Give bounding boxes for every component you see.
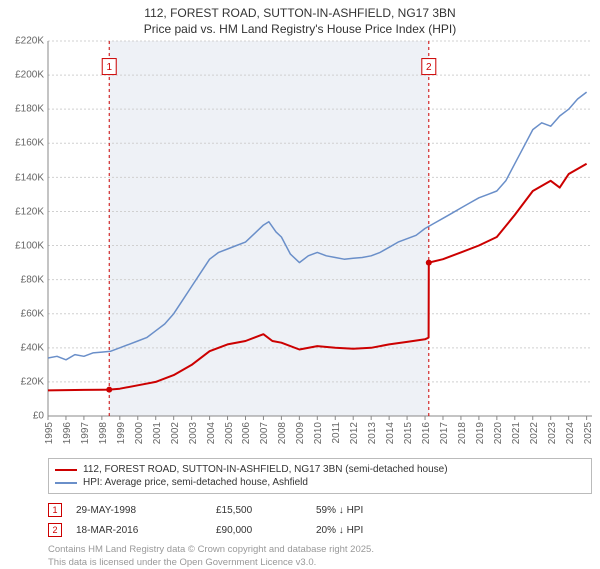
x-tick-label: 2004 (206, 422, 217, 444)
y-tick-label: £40K (21, 343, 44, 354)
legend: 112, FOREST ROAD, SUTTON-IN-ASHFIELD, NG… (48, 458, 592, 494)
chart-title: 112, FOREST ROAD, SUTTON-IN-ASHFIELD, NG… (0, 0, 600, 37)
legend-item: 112, FOREST ROAD, SUTTON-IN-ASHFIELD, NG… (55, 463, 585, 476)
x-tick-label: 2007 (259, 422, 270, 444)
footer-note: Contains HM Land Registry data © Crown c… (48, 544, 592, 569)
y-tick-label: £160K (15, 138, 44, 149)
y-tick-label: £80K (21, 274, 44, 285)
x-tick-label: 2003 (188, 422, 199, 444)
svg-text:1: 1 (106, 62, 112, 73)
y-tick-label: £180K (15, 104, 44, 115)
y-tick-label: £0 (33, 411, 44, 422)
x-tick-label: 2002 (170, 422, 181, 444)
x-tick-label: 2000 (134, 422, 145, 444)
legend-label: 112, FOREST ROAD, SUTTON-IN-ASHFIELD, NG… (83, 464, 448, 475)
y-tick-label: £120K (15, 206, 44, 217)
x-tick-label: 2022 (529, 422, 540, 444)
x-tick-label: 2011 (331, 422, 342, 444)
x-tick-label: 2025 (583, 422, 594, 444)
y-tick-label: £100K (15, 240, 44, 251)
x-tick-label: 2010 (313, 422, 324, 444)
x-tick-label: 1998 (98, 422, 109, 444)
x-tick-label: 2018 (457, 422, 468, 444)
x-tick-label: 2023 (547, 422, 558, 444)
y-tick-label: £20K (21, 377, 44, 388)
info-delta: 20% ↓ HPI (316, 525, 436, 536)
chart-area: 12 £0£20K£40K£60K£80K£100K£120K£140K£160… (48, 41, 592, 416)
info-row: 1 29-MAY-1998£15,50059% ↓ HPI (48, 500, 592, 520)
legend-label: HPI: Average price, semi-detached house,… (83, 477, 308, 488)
legend-swatch (55, 482, 77, 484)
x-tick-label: 2012 (349, 422, 360, 444)
info-table: 1 29-MAY-1998£15,50059% ↓ HPI 2 18-MAR-2016… (48, 500, 592, 540)
x-tick-label: 2024 (565, 422, 576, 444)
x-tick-label: 1995 (44, 422, 55, 444)
legend-swatch (55, 469, 77, 471)
x-tick-label: 2020 (493, 422, 504, 444)
x-tick-label: 1999 (116, 422, 127, 444)
x-tick-label: 2013 (367, 422, 378, 444)
x-tick-label: 1997 (80, 422, 91, 444)
x-tick-label: 2019 (475, 422, 486, 444)
info-date: 18-MAR-2016 (76, 525, 216, 536)
info-delta: 59% ↓ HPI (316, 505, 436, 516)
info-price: £90,000 (216, 525, 316, 536)
info-price: £15,500 (216, 505, 316, 516)
x-tick-label: 2017 (439, 422, 450, 444)
x-tick-label: 2005 (224, 422, 235, 444)
x-tick-label: 2014 (385, 422, 396, 444)
svg-text:2: 2 (426, 62, 432, 73)
footer-line2: This data is licensed under the Open Gov… (48, 557, 316, 568)
x-tick-label: 2008 (277, 422, 288, 444)
y-tick-label: £200K (15, 70, 44, 81)
x-tick-label: 2016 (421, 422, 432, 444)
y-tick-label: £220K (15, 36, 44, 47)
x-tick-label: 2021 (511, 422, 522, 444)
legend-item: HPI: Average price, semi-detached house,… (55, 476, 585, 489)
x-tick-label: 2015 (403, 422, 414, 444)
x-tick-label: 2001 (152, 422, 163, 444)
title-line1: 112, FOREST ROAD, SUTTON-IN-ASHFIELD, NG… (144, 6, 455, 20)
plot-svg: 12 (48, 41, 592, 416)
y-tick-label: £60K (21, 308, 44, 319)
x-tick-label: 1996 (62, 422, 73, 444)
x-tick-label: 2009 (295, 422, 306, 444)
x-tick-label: 2006 (241, 422, 252, 444)
y-tick-label: £140K (15, 172, 44, 183)
info-row: 2 18-MAR-2016£90,00020% ↓ HPI (48, 520, 592, 540)
footer-line1: Contains HM Land Registry data © Crown c… (48, 544, 374, 555)
info-marker: 2 (48, 523, 62, 537)
info-date: 29-MAY-1998 (76, 505, 216, 516)
title-line2: Price paid vs. HM Land Registry's House … (0, 22, 600, 38)
info-marker: 1 (48, 503, 62, 517)
